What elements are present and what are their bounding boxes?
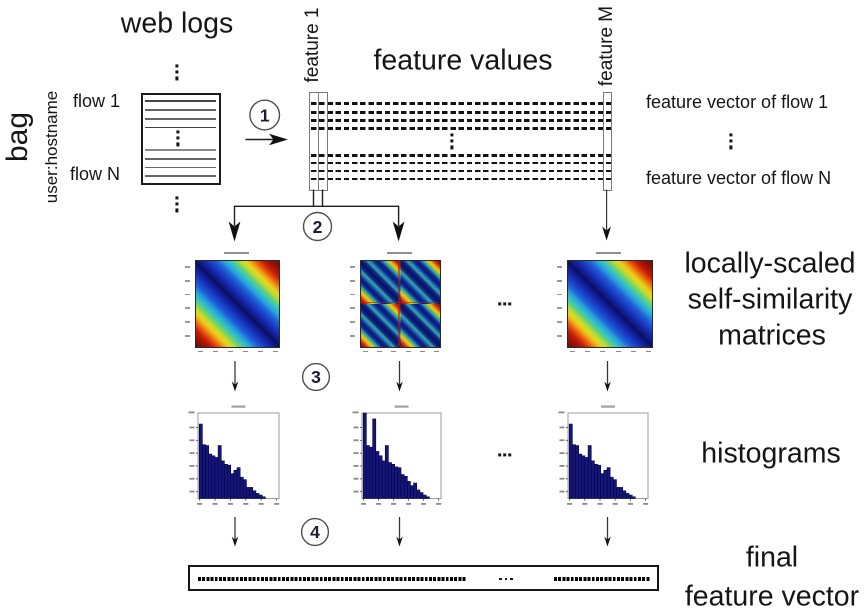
svg-text:2: 2 — [313, 217, 323, 237]
svg-text:4: 4 — [310, 522, 320, 542]
svg-text:1: 1 — [260, 105, 270, 125]
svg-text:3: 3 — [311, 367, 321, 387]
